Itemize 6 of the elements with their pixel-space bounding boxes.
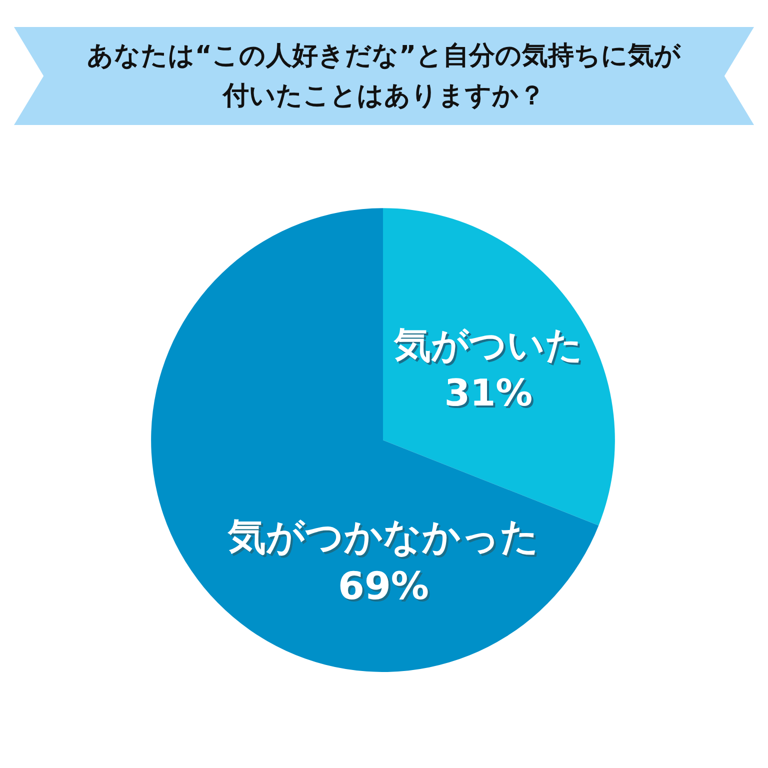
data-label: 69% <box>338 564 429 608</box>
pie-slice <box>151 208 599 672</box>
slice-label: 気がつかなかった <box>227 514 539 559</box>
data-label: 31% <box>444 371 533 414</box>
slice-label: 気がついた <box>392 323 583 366</box>
chart-title: あなたは“この人好きだな”と自分の気持ちに気が付いたことはありますか？ <box>86 40 682 113</box>
